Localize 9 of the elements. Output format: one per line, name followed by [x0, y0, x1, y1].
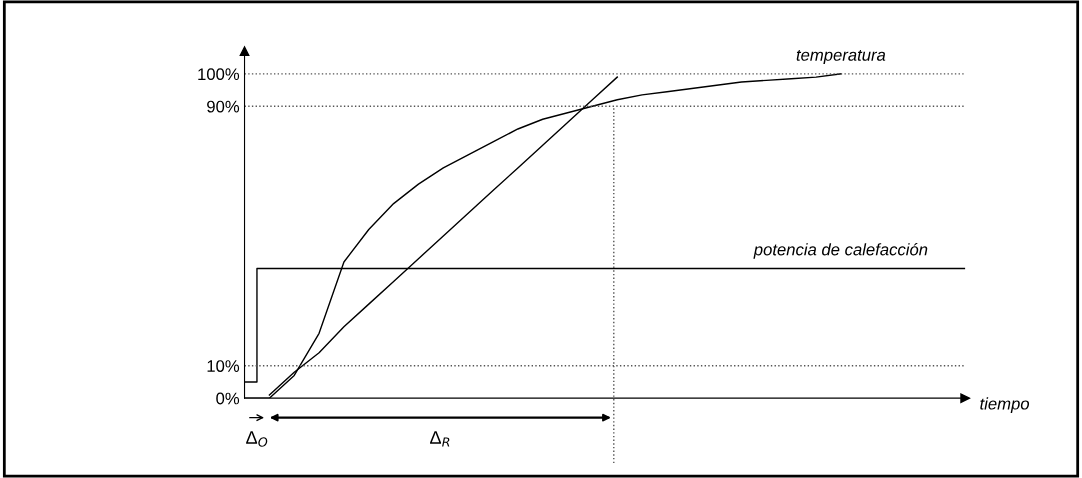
text: Δ$_{R}$	[430, 431, 450, 447]
text: Δ$_{O}$	[246, 431, 268, 447]
x-axis-title: tiempo	[980, 397, 1030, 413]
y-tick-label: 10%	[207, 360, 240, 372]
y-tick-label: 0%	[216, 392, 240, 405]
y-tick-label: 90%	[207, 100, 240, 113]
y-tick-label: 100%	[198, 68, 240, 81]
series-label: temperatura	[796, 49, 886, 65]
series-label: potencia de calefacción	[753, 242, 928, 259]
